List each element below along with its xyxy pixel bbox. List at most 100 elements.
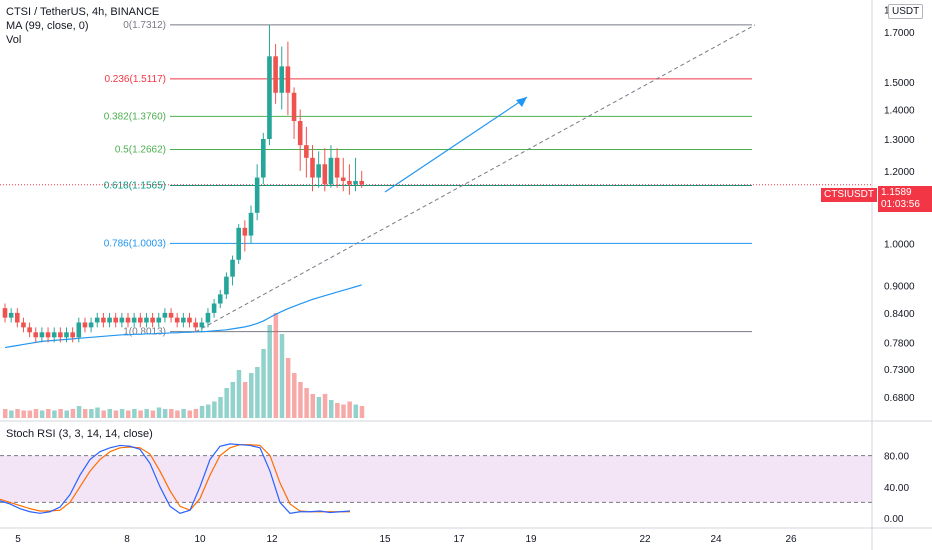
candle-body [261,138,266,178]
volume-bar [304,388,309,418]
volume-bar [162,409,168,418]
volume-legend[interactable]: Vol [6,34,22,46]
volume-bar [169,409,174,418]
candle-body [211,303,217,313]
fib-level-label: 0.618(1.1565) [104,181,166,192]
currency-badge[interactable]: USDT [888,4,924,19]
volume-bar [353,404,359,418]
volume-bar [70,409,76,418]
stoch-rsi-legend[interactable]: Stoch RSI (3, 3, 14, 14, close) [6,428,153,440]
volume-bar [119,409,125,418]
symbol-price-tag: CTSIUSDT [821,188,877,202]
volume-bar [249,373,254,418]
candle-body [230,259,235,277]
candle-body [322,164,328,185]
volume-bar [175,410,180,418]
candle-body [279,66,285,93]
volume-bar [193,409,199,418]
volume-bar [3,409,8,418]
volume-bar [39,410,45,418]
volume-bar [224,388,229,418]
candle-body [138,317,143,323]
candle-body [291,92,297,122]
volume-bar [261,349,266,418]
price-axis-label: 1.3000 [884,135,915,146]
candle-body [76,322,82,338]
candle-body [254,177,260,213]
volume-bar [285,358,291,418]
candle-body [174,317,180,323]
candle-body [125,317,131,323]
candle-body [88,322,94,328]
volume-bar [242,382,248,418]
volume-bar [95,407,100,418]
volume-bar [212,401,217,418]
ma-legend[interactable]: MA (99, close, 0) [6,20,89,32]
candle-body [45,332,51,338]
candle-body [156,317,162,323]
stoch-k-line [0,443,351,514]
candle-body [285,66,291,93]
candle-body [181,317,186,323]
candle-body [168,312,174,318]
candle-body [119,317,125,323]
volume-bar [144,409,149,418]
volume-bar [89,409,94,418]
candle-body [334,157,340,178]
candle-body [199,322,205,328]
candle-body [51,332,57,338]
volume-bar [64,410,69,418]
time-axis-label: 24 [710,534,722,545]
price-axis-label: 1.0000 [884,239,915,250]
candle-body [316,164,321,178]
candle-body [310,157,315,178]
candle-body [162,312,168,318]
candle-body [304,145,309,158]
price-axis-label: 0.6800 [884,393,915,404]
price-axis-label: 0.7800 [884,338,915,349]
volume-bar [46,409,51,418]
price-axis-label: 0.7300 [884,365,915,376]
volume-bar [107,409,113,418]
candle-body [58,332,63,338]
candle-body [33,332,39,338]
candle-body [113,317,118,323]
volume-bar [255,367,260,418]
candle-body [236,227,241,260]
volume-bar [76,406,82,418]
volume-bar [341,404,346,418]
volume-bar [27,410,33,418]
candle-body [224,276,229,295]
volume-bar [205,404,211,418]
fib-level-label: 1(0.8013) [123,327,166,338]
volume-bar [298,382,303,418]
symbol-legend[interactable]: CTSI / TetherUS, 4h, BINANCE [6,6,160,18]
candle-body [94,317,100,323]
price-axis-label: 1.7000 [884,28,915,39]
candle-body [64,332,69,338]
volume-bar [279,334,285,418]
stoch-axis-label: 80.00 [884,452,909,463]
price-axis-label: 1.4000 [884,105,915,116]
volume-bar [267,325,272,418]
volume-bar [359,406,365,418]
volume-bar [187,410,192,418]
candle-body [193,322,198,328]
candle-body [2,308,8,318]
candle-body [267,56,272,139]
candle-body [101,317,106,323]
volume-bar [58,409,63,418]
time-axis-label: 26 [785,534,797,545]
candle-body [248,212,254,236]
time-axis-label: 15 [379,534,391,545]
candle-body [8,312,14,318]
candle-body [15,312,20,323]
projection-arrow-head [516,97,527,107]
dashed-trendline [195,24,756,333]
volume-bar [316,397,322,418]
volume-bar [322,394,328,418]
bar-countdown: 01:03:56 [881,199,920,210]
price-axis-label: 1.5000 [884,78,915,89]
volume-bar [150,410,156,418]
